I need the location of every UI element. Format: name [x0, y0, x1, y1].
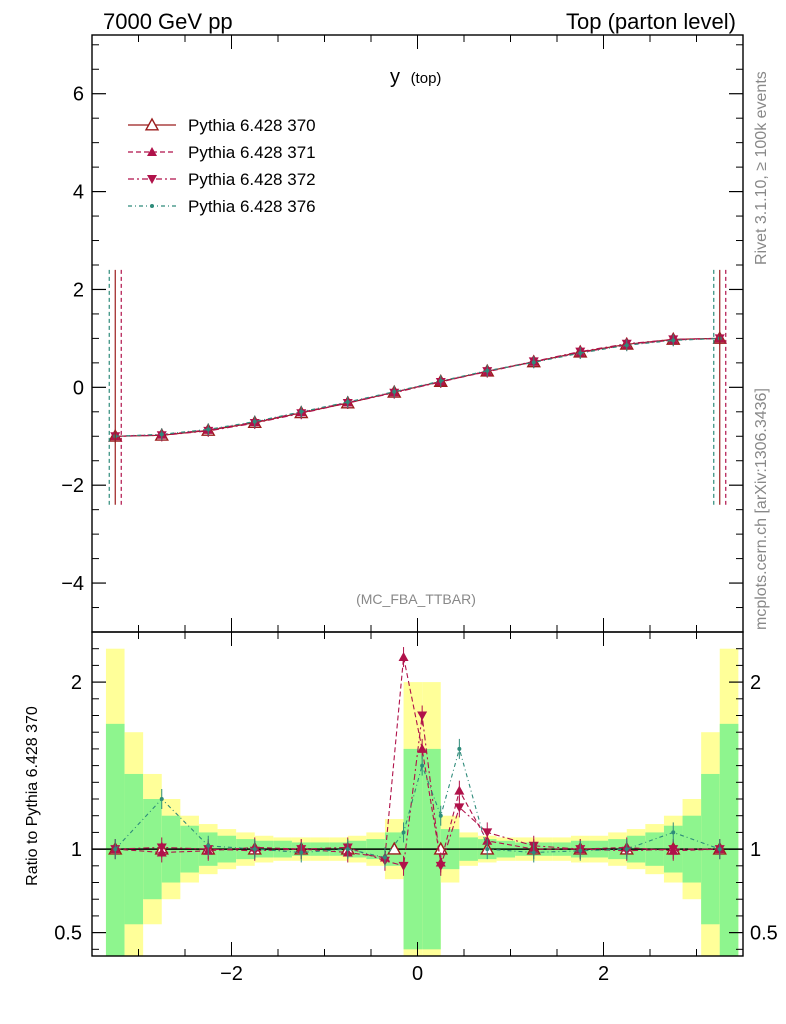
- ratio-data-point: [482, 828, 493, 838]
- header-left: 7000 GeV pp: [103, 9, 233, 34]
- ratio-series-line: [115, 715, 720, 867]
- data-point: [206, 427, 211, 432]
- legend-label: Pythia 6.428 372: [188, 170, 316, 189]
- data-point: [485, 368, 490, 373]
- analysis-tag: (MC_FBA_TTBAR): [356, 591, 476, 607]
- data-point: [671, 338, 676, 343]
- ratio-data-point: [671, 830, 676, 835]
- ratio-data-point: [624, 847, 629, 852]
- legend-marker: [147, 147, 157, 156]
- x-tick-label: 0: [412, 963, 423, 985]
- data-point: [531, 360, 536, 365]
- ratio-data-point: [299, 850, 304, 855]
- ratio-data-point: [668, 845, 679, 855]
- legend-label: Pythia 6.428 376: [188, 197, 316, 216]
- ratio-data-point: [398, 861, 409, 871]
- ratio-data-point: [420, 763, 425, 768]
- y-tick-label: 2: [73, 279, 84, 301]
- ratio-data-point: [206, 843, 211, 848]
- ratio-y-tick-label-right: 0.5: [750, 923, 778, 945]
- ratio-ylabel: Ratio to Pythia 6.428 370: [24, 706, 41, 886]
- y-tick-label: 0: [73, 377, 84, 399]
- data-point: [252, 419, 257, 424]
- ratio-ref-point: [387, 841, 402, 855]
- data-point: [624, 343, 629, 348]
- ratio-y-tick-label: 2: [71, 672, 82, 694]
- series-line: [115, 337, 720, 437]
- legend-marker: [147, 175, 157, 184]
- band-inner: [719, 723, 739, 956]
- legend-label: Pythia 6.428 371: [188, 143, 316, 162]
- ratio-y-tick-label-right: 1: [750, 839, 761, 861]
- ratio-data-point: [485, 847, 490, 852]
- side-text-bottom: mcplots.cern.ch [arXiv:1306.3436]: [753, 388, 770, 630]
- data-point: [159, 432, 164, 437]
- ratio-data-point: [401, 830, 406, 835]
- ratio-y-tick-label: 1: [71, 839, 82, 861]
- ratio-panel: 0.5 0.5 1 1 2 2 −2 0 2: [54, 631, 778, 985]
- legend-marker: [150, 204, 154, 208]
- ratio-data-point: [438, 813, 443, 818]
- ratio-data-point: [435, 861, 446, 871]
- side-text-top: Rivet 3.1.10, ≥ 100k events: [753, 71, 770, 265]
- plot-title-main: y: [390, 66, 400, 88]
- ratio-data-point: [454, 803, 465, 813]
- y-tick-label: −2: [61, 475, 84, 497]
- ratio-data-point: [252, 847, 257, 852]
- legend-label: Pythia 6.428 370: [188, 116, 316, 135]
- data-point: [578, 351, 583, 356]
- ratio-y-tick-label: 0.5: [54, 923, 82, 945]
- ratio-data-point: [578, 848, 583, 853]
- ratio-data-point: [417, 711, 428, 721]
- ratio-data-point: [531, 850, 536, 855]
- ratio-data-point: [382, 855, 387, 860]
- y-tick-label: −4: [61, 573, 84, 595]
- header-right: Top (parton level): [566, 9, 736, 34]
- ratio-data-point: [156, 843, 167, 853]
- data-point: [392, 389, 397, 394]
- data-point: [438, 378, 443, 383]
- ratio-data-point: [454, 785, 465, 795]
- legend: Pythia 6.428 370 Pythia 6.428 371 Pythia 6…: [128, 116, 316, 216]
- y-tick-label: 6: [73, 84, 84, 106]
- ratio-data-point: [417, 743, 428, 753]
- ratio-data-point: [159, 797, 164, 802]
- plot-title: y (top): [390, 66, 441, 88]
- ratio-y-tick-label-right: 2: [750, 672, 761, 694]
- y-tick-label: 4: [73, 182, 84, 204]
- ratio-data-point: [345, 847, 350, 852]
- ratio-data-point: [398, 652, 409, 662]
- data-point: [299, 409, 304, 414]
- ratio-series-line: [114, 746, 720, 859]
- ratio-data-point: [717, 847, 722, 852]
- legend-marker: [144, 117, 160, 131]
- x-tick-label: −2: [220, 963, 243, 985]
- x-tick-label: 2: [598, 963, 609, 985]
- series-line: [115, 337, 720, 437]
- series-line: [115, 337, 720, 437]
- plot-title-sub: (top): [411, 70, 442, 87]
- ratio-data-point: [457, 746, 462, 751]
- data-point: [345, 400, 350, 405]
- ratio-data-point: [113, 847, 118, 852]
